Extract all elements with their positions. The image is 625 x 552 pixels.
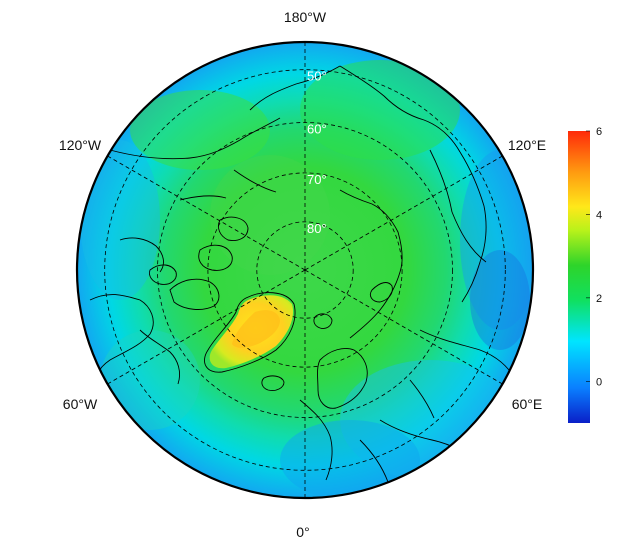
meridian-240 xyxy=(304,155,503,271)
latitude-label-80: 80° xyxy=(307,221,327,236)
latitude-label-70: 70° xyxy=(307,172,327,187)
colorbar-tick-label: 2 xyxy=(596,293,602,305)
colorbar-ticks: 0 2 4 6 xyxy=(586,126,602,388)
lon-label-top: 180°W xyxy=(284,9,327,25)
latitude-circle-80 xyxy=(256,221,354,319)
latitude-label-50: 50° xyxy=(307,69,327,84)
coastlines xyxy=(89,65,517,483)
polar-map: 50° 60° 70° 80° xyxy=(77,42,533,498)
meridian-120 xyxy=(107,155,306,271)
latitude-labels: 50° 60° 70° 80° xyxy=(307,69,327,236)
greenland-peak xyxy=(232,310,280,348)
data-field-regions xyxy=(80,60,533,498)
latitude-circle-50 xyxy=(104,69,506,471)
meridian-lines xyxy=(107,42,503,498)
colorbar-tick-label: 6 xyxy=(596,126,602,138)
latitude-label-60: 60° xyxy=(307,122,327,137)
meridian-300 xyxy=(304,269,503,385)
meridian-60 xyxy=(107,269,306,385)
colorbar: 0 2 4 6 xyxy=(568,126,602,423)
colorbar-tick-label: 0 xyxy=(596,376,602,388)
latitude-circle-70 xyxy=(207,172,403,368)
map-boundary xyxy=(75,40,535,500)
lon-label-bottom: 0° xyxy=(296,524,309,540)
colorbar-gradient xyxy=(568,131,590,423)
lon-label-upper-right: 120°E xyxy=(508,137,546,153)
longitude-labels: 180°W 120°W 120°E 60°W 60°E 0° xyxy=(59,9,546,540)
lon-label-upper-left: 120°W xyxy=(59,137,102,153)
lon-label-lower-right: 60°E xyxy=(512,396,543,412)
colorbar-tick-label: 4 xyxy=(596,209,602,221)
lon-label-lower-left: 60°W xyxy=(63,396,98,412)
